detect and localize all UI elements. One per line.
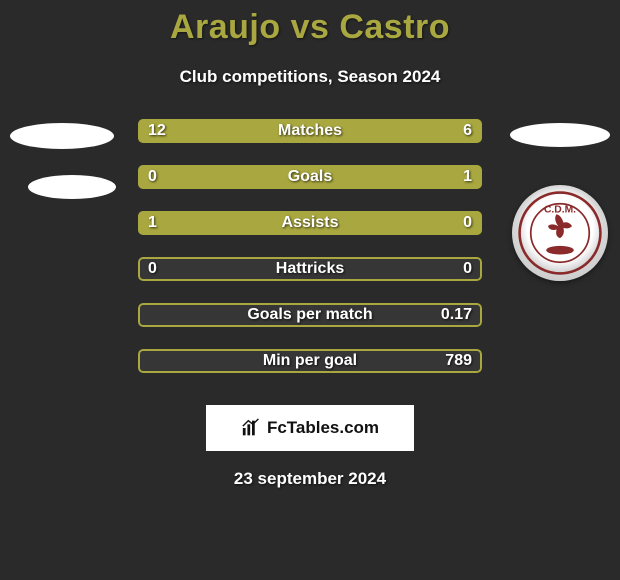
- stat-label: Assists: [282, 214, 339, 232]
- bar-right: [200, 165, 482, 189]
- stat-label: Hattricks: [276, 260, 344, 278]
- stat-value-left: 1: [148, 214, 157, 232]
- stat-row: Hattricks 0 0: [138, 257, 482, 281]
- ellipse-shape: [28, 175, 116, 199]
- ellipse-shape: [510, 123, 610, 147]
- comparison-card: Araujo vs Castro Club competitions, Seas…: [0, 0, 620, 489]
- stat-label: Goals per match: [247, 306, 372, 324]
- stat-value-left: 0: [148, 168, 157, 186]
- stat-value-right: 0: [463, 214, 472, 232]
- stat-bars: Matches126Goals01Assists10Hattricks00Goa…: [138, 119, 482, 395]
- stat-label: Min per goal: [263, 352, 357, 370]
- stat-value-right: 0: [463, 260, 472, 278]
- watermark: FcTables.com: [206, 405, 414, 451]
- crest-svg: C.D.M.: [517, 190, 603, 276]
- club-crest: C.D.M.: [512, 185, 608, 281]
- stat-row: Goals per match 0.17: [138, 303, 482, 327]
- team-right-badge: C.D.M.: [510, 119, 610, 219]
- team-left-badge: [10, 119, 110, 219]
- stats-area: C.D.M. Matches126Goals01Assists10Hattric…: [0, 119, 620, 395]
- page-title: Araujo vs Castro: [0, 0, 620, 47]
- stat-row: Min per goal 789: [138, 349, 482, 373]
- chart-icon: [241, 417, 263, 439]
- stat-label: Goals: [288, 168, 332, 186]
- watermark-text: FcTables.com: [267, 418, 379, 438]
- stat-row: Assists 1 0: [138, 211, 482, 235]
- stat-value-right: 1: [463, 168, 472, 186]
- ellipse-shape: [10, 123, 114, 149]
- stat-value-right: 0.17: [441, 306, 472, 324]
- stat-row: Goals 0 1: [138, 165, 482, 189]
- stat-value-left: 0: [148, 260, 157, 278]
- stat-value-right: 789: [445, 352, 472, 370]
- stat-value-right: 6: [463, 122, 472, 140]
- svg-text:C.D.M.: C.D.M.: [544, 204, 576, 215]
- subtitle: Club competitions, Season 2024: [0, 67, 620, 87]
- stat-row: Matches 12 6: [138, 119, 482, 143]
- stat-label: Matches: [278, 122, 342, 140]
- stat-value-left: 12: [148, 122, 166, 140]
- date-text: 23 september 2024: [0, 469, 620, 489]
